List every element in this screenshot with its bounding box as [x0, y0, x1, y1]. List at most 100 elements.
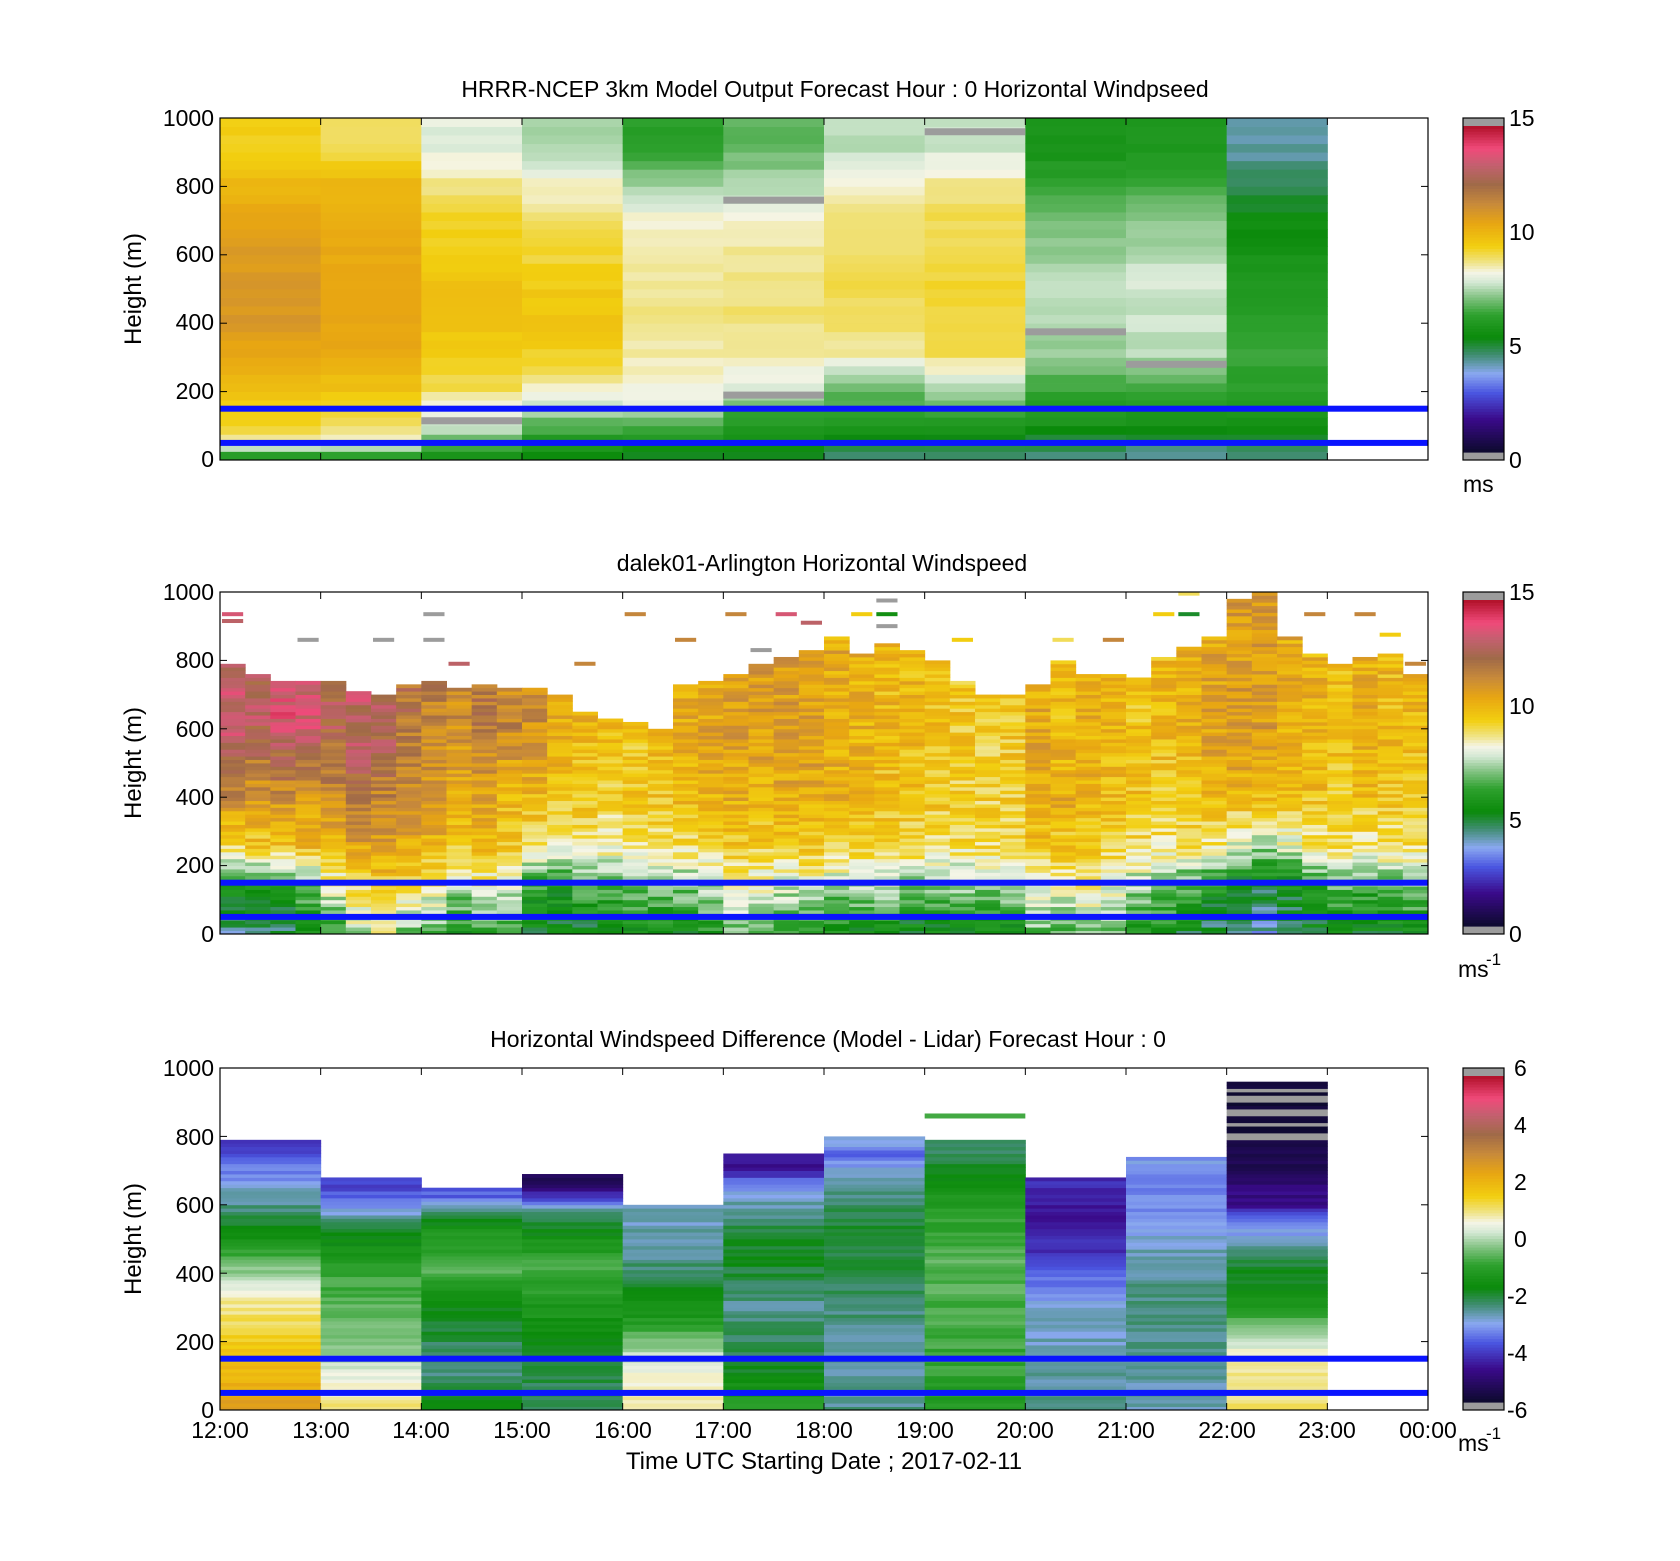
heatmap-cell [849, 886, 875, 890]
colorbar-step [1463, 243, 1504, 247]
colorbar-step [1463, 783, 1504, 787]
colorbar-step [1463, 163, 1504, 167]
colorbar-step [1463, 174, 1504, 179]
heatmap-speck [448, 661, 470, 666]
heatmap-cell [1226, 687, 1253, 692]
heatmap-cell [597, 776, 624, 781]
heatmap-cell [1402, 766, 1429, 771]
heatmap-cell [220, 314, 322, 324]
heatmap-cell [1277, 845, 1303, 849]
heatmap-cell [1151, 800, 1177, 805]
heatmap-cell [471, 711, 498, 716]
heatmap-cell [421, 1235, 523, 1240]
heatmap-cell [622, 1331, 724, 1336]
heatmap-cell [220, 865, 246, 870]
heatmap-cell [1201, 721, 1228, 726]
heatmap-cell [547, 841, 573, 846]
heatmap-cell [220, 1324, 322, 1329]
heatmap-cell [220, 1290, 322, 1295]
heatmap-cell [1327, 906, 1353, 911]
heatmap-cell [1126, 297, 1228, 307]
colorbar-step [1463, 303, 1504, 307]
heatmap-cell [1126, 237, 1228, 247]
panel-model-reference-lines [220, 405, 1428, 446]
heatmap-cell [1377, 886, 1404, 890]
colorbar-step [1463, 883, 1504, 887]
heatmap-cell [748, 708, 775, 713]
heatmap-cell [547, 711, 573, 716]
heatmap-cell [1226, 732, 1253, 737]
heatmap-cell [723, 1379, 825, 1384]
heatmap-cell [1176, 670, 1202, 675]
heatmap-cell [1201, 711, 1228, 716]
heatmap-cell [1025, 927, 1051, 931]
heatmap-cell [622, 1245, 724, 1250]
heatmap-cell [1025, 725, 1051, 730]
heatmap-cell [1000, 838, 1026, 843]
heatmap-cell [396, 701, 422, 706]
heatmap-cell [371, 821, 397, 825]
heatmap-cell [522, 687, 548, 692]
heatmap-cell [723, 804, 749, 808]
heatmap-cell [1277, 656, 1303, 661]
heatmap-cell [673, 889, 699, 894]
heatmap-cell [1226, 804, 1253, 808]
heatmap-cell [949, 827, 976, 832]
heatmap-cell [421, 160, 523, 170]
heatmap-cell [421, 425, 523, 435]
heatmap-cell [1377, 759, 1404, 764]
heatmap-cell [496, 742, 523, 747]
heatmap-cell [522, 1406, 624, 1411]
heatmap-cell [295, 872, 322, 877]
heatmap-cell [1000, 732, 1026, 737]
heatmap-cell [1025, 827, 1051, 832]
heatmap-cell [270, 735, 296, 740]
heatmap-cell [975, 927, 1001, 931]
heatmap-cell [1025, 186, 1127, 196]
heatmap-cell [723, 408, 825, 418]
heatmap-cell [1075, 892, 1102, 897]
heatmap-cell [471, 797, 498, 802]
heatmap-cell [295, 735, 322, 740]
heatmap-cell [320, 1324, 422, 1329]
heatmap-cell [1025, 810, 1051, 815]
heatmap-cell [647, 814, 674, 819]
heatmap-cell [1025, 773, 1051, 778]
heatmap-cell [1277, 899, 1303, 904]
heatmap-cell [824, 340, 926, 350]
heatmap-cell [572, 800, 598, 805]
heatmap-cell [824, 749, 850, 754]
heatmap-cell [522, 817, 548, 822]
heatmap-cell [647, 899, 674, 904]
heatmap-cell [371, 851, 397, 856]
heatmap-cell [496, 855, 523, 860]
heatmap-cell [1302, 667, 1328, 672]
heatmap-cell [849, 698, 875, 702]
heatmap-cell [547, 899, 573, 904]
heatmap-cell [1377, 745, 1404, 750]
heatmap-cell [647, 783, 674, 788]
colorbar-step [1463, 349, 1504, 353]
heatmap-cell [597, 906, 624, 911]
heatmap-cell [1302, 875, 1328, 880]
heatmap-cell [874, 869, 900, 873]
heatmap-cell [421, 1215, 523, 1219]
heatmap-cell [798, 834, 825, 839]
heatmap-cell [320, 1249, 422, 1254]
heatmap-cell [1000, 701, 1026, 706]
heatmap-cell [1025, 357, 1127, 367]
heatmap-cell [698, 783, 724, 788]
heatmap-cell [1126, 314, 1228, 324]
heatmap-cell [496, 834, 523, 839]
heatmap-cell [245, 687, 271, 692]
heatmap-cell [748, 800, 775, 805]
heatmap-cell [295, 797, 322, 802]
heatmap-cell [522, 1242, 624, 1247]
heatmap-cell [522, 1293, 624, 1298]
heatmap-cell [220, 927, 246, 931]
colorbar-step [1463, 634, 1504, 638]
heatmap-cell [824, 237, 926, 247]
heatmap-cell [748, 824, 775, 829]
heatmap-cell [924, 212, 1026, 221]
heatmap-cell [446, 701, 473, 706]
